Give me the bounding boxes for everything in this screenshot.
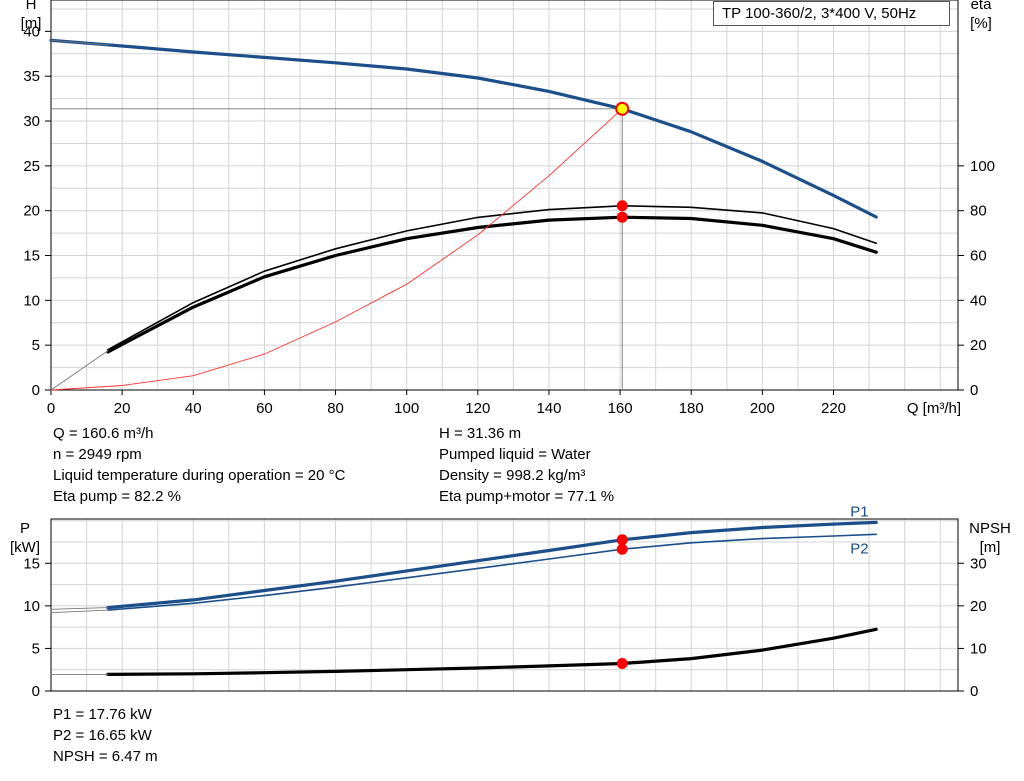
panel0-series-line-4 xyxy=(50,39,109,46)
info-p2: P2 = 16.65 kW xyxy=(53,727,152,744)
panel1-ylabel: P xyxy=(20,520,30,537)
panel0-y2-tick-label: 80 xyxy=(970,203,987,220)
info-p1: P1 = 17.76 kW xyxy=(53,706,152,723)
panel0-x-tick-label: 160 xyxy=(608,400,633,417)
panel0-y2-tick-label: 60 xyxy=(970,248,987,265)
panel1-y2-tick-label: 20 xyxy=(970,598,987,615)
panel1-y-tick-label: 10 xyxy=(23,598,40,615)
panel0-x-tick-label: 80 xyxy=(327,400,344,417)
panel1-ylabel: [kW] xyxy=(10,539,40,556)
panel0-x-tick-label: 200 xyxy=(750,400,775,417)
panel0-y-tick-label: 35 xyxy=(23,68,40,85)
panel0-x-tick-label: 220 xyxy=(821,400,846,417)
panel1-y2label: NPSH xyxy=(969,520,1011,537)
panel0-frame xyxy=(50,0,959,391)
panel1-series-label-p2: P2 xyxy=(850,540,868,557)
panel0-op-dot-eta-total xyxy=(616,211,628,223)
panel0-x-tick-label: 100 xyxy=(394,400,419,417)
panel0-y-tick-label: 10 xyxy=(23,292,40,309)
panel0-y2-tick-label: 0 xyxy=(970,382,978,399)
pump-label: TP 100-360/2, 3*400 V, 50Hz xyxy=(722,5,917,22)
info-eta-total: Eta pump+motor = 77.1 % xyxy=(439,488,615,505)
info-speed: n = 2949 rpm xyxy=(53,446,142,463)
panel1-op-dot-p2 xyxy=(616,543,628,555)
panel1-series-label-p1: P1 xyxy=(850,503,868,520)
panel1-y-tick-label: 0 xyxy=(32,683,40,700)
panel0-series-line-2 xyxy=(106,215,878,354)
panel0-x-tick-label: 120 xyxy=(465,400,490,417)
panel0-op-dot-head xyxy=(615,101,630,116)
panel1-y-tick-label: 15 xyxy=(23,555,40,572)
panel0-y2label: eta xyxy=(971,0,993,13)
panel0-y-tick-label: 15 xyxy=(23,248,40,265)
panel0-y2-tick-label: 100 xyxy=(970,158,995,175)
panel0-ylabel: [m] xyxy=(21,15,42,32)
panel1-op-dot-npsh xyxy=(616,657,628,669)
pump-label-box: TP 100-360/2, 3*400 V, 50Hz xyxy=(713,1,950,26)
info-npsh: NPSH = 6.47 m xyxy=(53,748,158,765)
panel0-x-tick-label: 60 xyxy=(256,400,273,417)
panel0-xlabel: Q [m³/h] xyxy=(907,400,961,417)
panel1-y2-tick-label: 0 xyxy=(970,683,978,700)
panel1-frame xyxy=(50,518,959,692)
panel0-y2label: [%] xyxy=(970,15,992,32)
panel0-series-line-0 xyxy=(49,38,878,219)
panel1-y-tick-label: 5 xyxy=(32,640,40,657)
info-bottom: P1 = 17.76 kW P2 = 16.65 kW NPSH = 6.47 … xyxy=(53,704,158,767)
info-liquid: Pumped liquid = Water xyxy=(439,446,591,463)
panel0-y2-tick-label: 40 xyxy=(970,292,987,309)
info-density: Density = 998.2 kg/m³ xyxy=(439,467,586,484)
panel0-x-tick-label: 40 xyxy=(185,400,202,417)
info-flow: Q = 160.6 m³/h xyxy=(53,425,154,442)
panel0-y-tick-label: 40 xyxy=(23,23,40,40)
panel0-x-tick-label: 180 xyxy=(679,400,704,417)
panel0-x-tick-label: 20 xyxy=(114,400,131,417)
panel0-y-tick-label: 30 xyxy=(23,113,40,130)
panel0-y-tick-label: 20 xyxy=(23,203,40,220)
panel0-series-line-5 xyxy=(50,350,109,391)
panel0-op-dot-eta-pump xyxy=(616,200,628,212)
panel0-y-tick-label: 25 xyxy=(23,158,40,175)
panel1-y2-tick-label: 10 xyxy=(970,640,987,657)
panel1-series-line-1 xyxy=(107,533,878,611)
info-right: H = 31.36 m Pumped liquid = Water Densit… xyxy=(439,423,614,507)
panel0-y-tick-label: 0 xyxy=(32,382,40,399)
panel0-y-tick-label: 5 xyxy=(32,337,40,354)
panel1-y2-tick-label: 30 xyxy=(970,555,987,572)
info-left: Q = 160.6 m³/h n = 2949 rpm Liquid tempe… xyxy=(53,423,345,507)
panel1-series-line-2 xyxy=(106,627,878,677)
info-temperature: Liquid temperature during operation = 20… xyxy=(53,467,346,484)
panel0-ylabel: H xyxy=(26,0,37,13)
panel1-y2label: [m] xyxy=(980,539,1001,556)
panel1-series-line-0 xyxy=(106,520,878,610)
panel0-y2-tick-label: 20 xyxy=(970,337,987,354)
info-eta-pump: Eta pump = 82.2 % xyxy=(53,488,181,505)
panel0-x-tick-label: 140 xyxy=(536,400,561,417)
info-head: H = 31.36 m xyxy=(439,425,522,442)
panel1-op-dot-p1 xyxy=(616,534,628,546)
panel0-series-line-3 xyxy=(50,108,623,391)
panel0-series-line-1 xyxy=(107,205,878,351)
panel1-series-line-4 xyxy=(50,607,109,610)
panel1-series-line-3 xyxy=(50,609,109,614)
panel0-x-tick-label: 0 xyxy=(47,400,55,417)
